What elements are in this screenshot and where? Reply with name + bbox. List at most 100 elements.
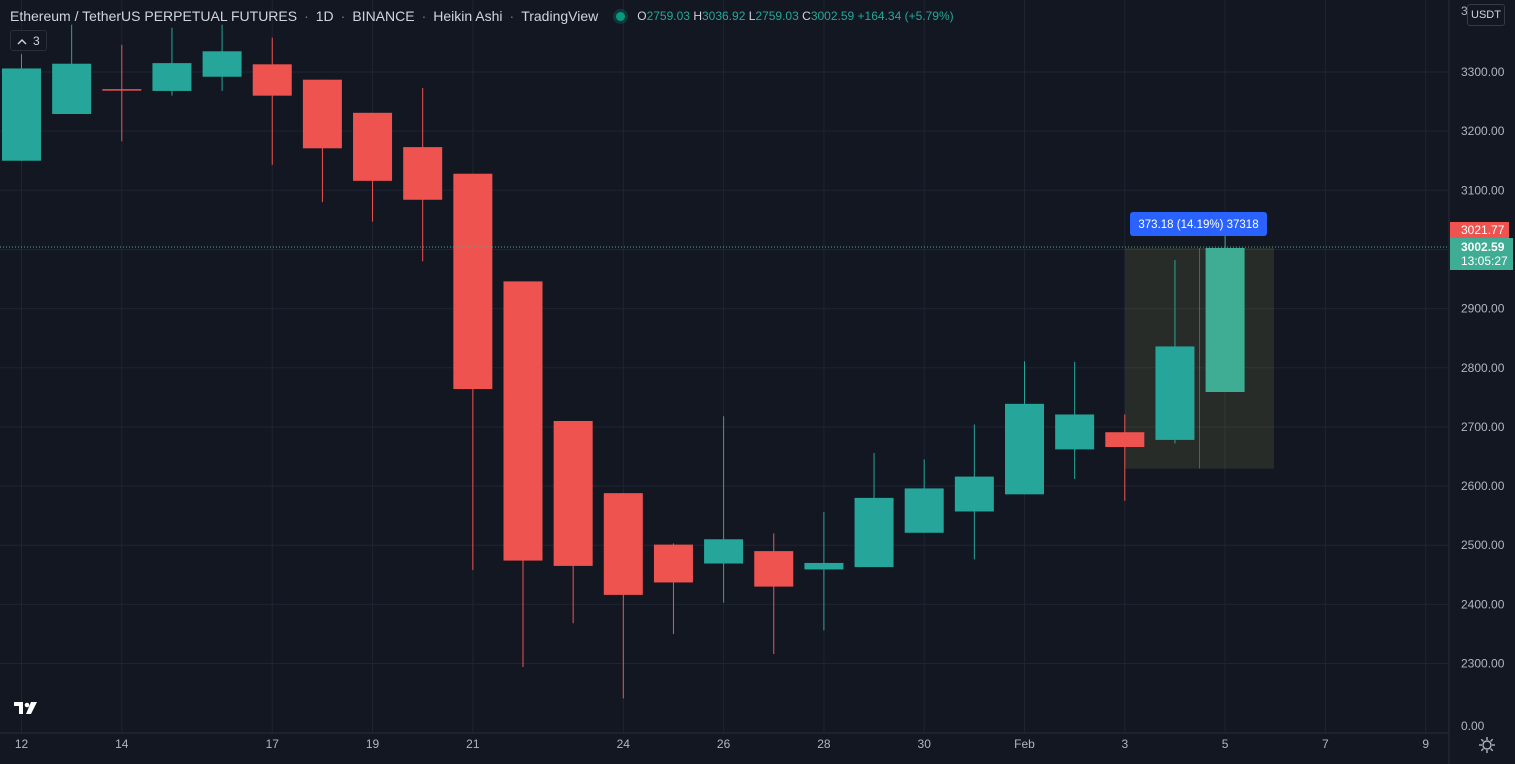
close-label: C: [802, 9, 811, 23]
price-tick-label: 2900.00: [1461, 302, 1505, 316]
low-value: 2759.03: [755, 9, 799, 23]
candle-body: [453, 173, 493, 390]
candle-body: [302, 79, 342, 149]
interval-label[interactable]: 1D: [315, 8, 334, 24]
candle: [2, 54, 41, 161]
price-tick-label: 3300.00: [1461, 65, 1505, 79]
candle-body: [904, 488, 944, 533]
brand-label: TradingView: [521, 8, 599, 24]
candle: [252, 37, 292, 165]
candle: [904, 459, 944, 533]
indicator-count-label: 3: [33, 33, 40, 48]
candle: [353, 112, 393, 222]
time-tick-label: 3: [1121, 737, 1128, 751]
candle: [403, 87, 443, 262]
price-tick-label: 2300.00: [1461, 657, 1505, 671]
candle-body: [553, 420, 593, 566]
time-axis[interactable]: 12 14 17 19 21 24 26 28 30 Feb 3 5 7 9: [15, 737, 1430, 751]
high-label: H: [693, 9, 702, 23]
candle-body: [252, 64, 292, 96]
candle: [854, 452, 894, 568]
time-tick-label: 26: [717, 737, 731, 751]
time-tick-label: 9: [1422, 737, 1429, 751]
candle: [1055, 361, 1095, 479]
candle-body: [854, 497, 894, 568]
high-value: 3036.92: [701, 9, 746, 23]
candle: [52, 24, 92, 114]
time-tick-label: 7: [1322, 737, 1329, 751]
measure-label: 373.18 (14.19%) 37318: [1130, 212, 1267, 236]
candle-body: [754, 551, 794, 587]
time-tick-label: 17: [266, 737, 280, 751]
market-open-dot-icon: [616, 11, 626, 21]
low-label: L: [748, 9, 756, 23]
gear-icon[interactable]: [1477, 735, 1497, 755]
candle-body: [1105, 432, 1145, 448]
time-tick-label: 30: [918, 737, 932, 751]
last-price-label-background: [1450, 238, 1513, 270]
candle-body: [804, 562, 844, 570]
candle: [754, 533, 794, 655]
candle: [954, 424, 994, 560]
candle-body: [653, 544, 693, 583]
countdown-label: 13:05:27: [1461, 254, 1508, 268]
candle: [1155, 260, 1195, 444]
candle: [704, 416, 744, 603]
exchange-label: BINANCE: [352, 8, 415, 24]
candle: [202, 24, 242, 91]
candle-body: [503, 281, 543, 561]
candle: [503, 281, 543, 668]
candle: [302, 79, 342, 203]
candle-body: [102, 89, 142, 91]
candle-body: [603, 493, 643, 595]
candle-body: [52, 63, 92, 114]
separator-dot: ·: [509, 8, 515, 24]
separator-dot: ·: [340, 8, 346, 24]
chevron-up-icon: [17, 34, 27, 48]
currency-badge[interactable]: USDT: [1467, 4, 1505, 26]
chart-style-label: Heikin Ashi: [433, 8, 503, 24]
price-label-red-text: 3021.77: [1461, 223, 1505, 237]
candle: [1005, 361, 1044, 495]
candle-body: [704, 539, 744, 564]
candle: [653, 543, 693, 634]
measure-zone-rect: [1125, 247, 1274, 469]
separator-dot: ·: [304, 8, 309, 24]
price-tick-label: 2600.00: [1461, 479, 1505, 493]
time-tick-label: Feb: [1014, 737, 1035, 751]
candlestick-series: [2, 24, 1245, 699]
candle: [804, 512, 844, 631]
candle-body: [403, 147, 443, 200]
time-tick-label: 21: [466, 737, 480, 751]
price-label-red: 3021.77: [1450, 222, 1509, 238]
tradingview-logo-icon[interactable]: [10, 697, 42, 719]
candle-body: [1055, 414, 1095, 450]
price-axis[interactable]: 3 3300.00 3200.00 3100.00 2900.00 2800.00 270…: [1461, 4, 1505, 733]
time-tick-label: 5: [1222, 737, 1229, 751]
candle: [553, 420, 593, 624]
measure-label-text: 373.18 (14.19%) 37318: [1138, 219, 1258, 231]
measure-zone[interactable]: [1125, 247, 1274, 469]
time-tick-label: 28: [817, 737, 831, 751]
open-value: 2759.03: [646, 9, 690, 23]
price-tick-label: 0.00: [1461, 719, 1485, 733]
time-tick-label: 24: [617, 737, 631, 751]
candle: [152, 27, 192, 96]
separator-dot: ·: [421, 8, 427, 24]
price-tick-label: 3100.00: [1461, 183, 1505, 197]
close-value: 3002.59: [810, 9, 855, 23]
candle-body: [353, 112, 393, 181]
candle: [453, 173, 493, 571]
measure-label-background: [1130, 212, 1267, 236]
candle: [1205, 227, 1245, 392]
change-value: +164.34 (+5.79%): [857, 9, 954, 23]
symbol-title[interactable]: Ethereum / TetherUS PERPETUAL FUTURES: [10, 8, 298, 24]
candle-body: [1005, 403, 1044, 495]
indicators-toggle-button[interactable]: 3: [10, 30, 47, 51]
price-tick-label: 3200.00: [1461, 124, 1505, 138]
ohlc-values: O2759.03 H3036.92 L2759.03 C3002.59 +164…: [637, 9, 953, 23]
time-tick-label: 12: [15, 737, 29, 751]
price-tick-label: 2400.00: [1461, 597, 1505, 611]
